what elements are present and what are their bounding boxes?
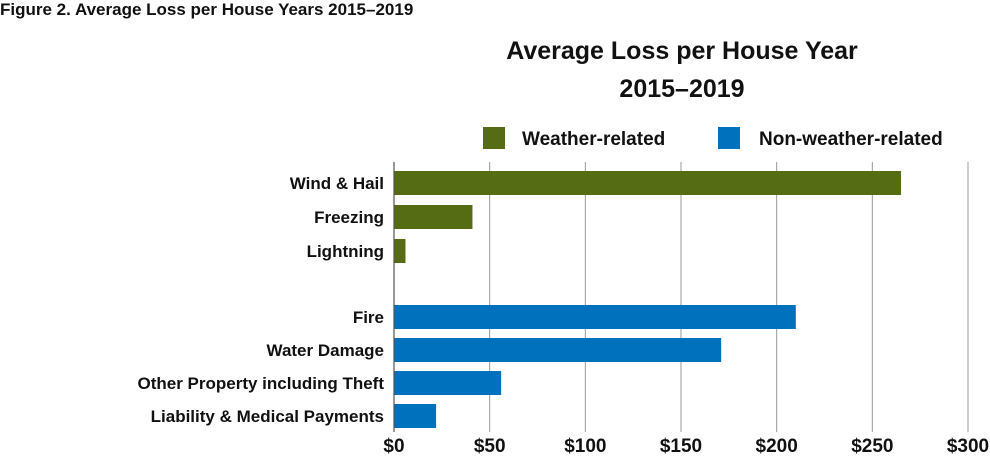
chart-title-line-1: Average Loss per House Year <box>506 37 858 65</box>
x-tick-label: $250 <box>851 436 893 457</box>
x-tick-label: $200 <box>756 436 798 457</box>
bar <box>394 371 502 395</box>
category-labels: Wind & Hail Freezing Lightning Fire Water Da… <box>137 174 384 426</box>
legend-swatch-non-weather <box>718 127 740 149</box>
bar <box>394 404 437 428</box>
category-label: Liability & Medical Payments <box>151 407 384 426</box>
x-tick-label: $150 <box>660 436 702 457</box>
category-label: Fire <box>353 308 384 327</box>
legend-swatch-weather <box>483 127 505 149</box>
x-tick-label: $300 <box>947 436 989 457</box>
x-tick-label: $50 <box>474 436 506 457</box>
legend-label-non-weather: Non-weather-related <box>759 129 943 150</box>
category-label: Other Property including Theft <box>137 374 384 393</box>
category-label: Wind & Hail <box>290 174 384 193</box>
x-tick-label: $100 <box>564 436 606 457</box>
bars <box>394 171 902 428</box>
bar <box>394 171 902 195</box>
bar <box>394 239 406 263</box>
legend-label-weather: Weather-related <box>522 129 665 150</box>
bar <box>394 205 473 229</box>
category-label: Lightning <box>307 242 384 261</box>
category-label: Freezing <box>314 208 384 227</box>
bar <box>394 338 722 362</box>
figure-caption: Figure 2. Average Loss per House Years 2… <box>0 0 414 19</box>
bar <box>394 305 796 329</box>
category-label: Water Damage <box>267 341 384 360</box>
chart-title-line-2: 2015–2019 <box>619 75 744 103</box>
grid <box>489 162 969 432</box>
x-tick-label: $0 <box>383 436 404 457</box>
x-axis-ticks: $0 $50 $100 $150 $200 $250 $300 <box>383 436 989 457</box>
